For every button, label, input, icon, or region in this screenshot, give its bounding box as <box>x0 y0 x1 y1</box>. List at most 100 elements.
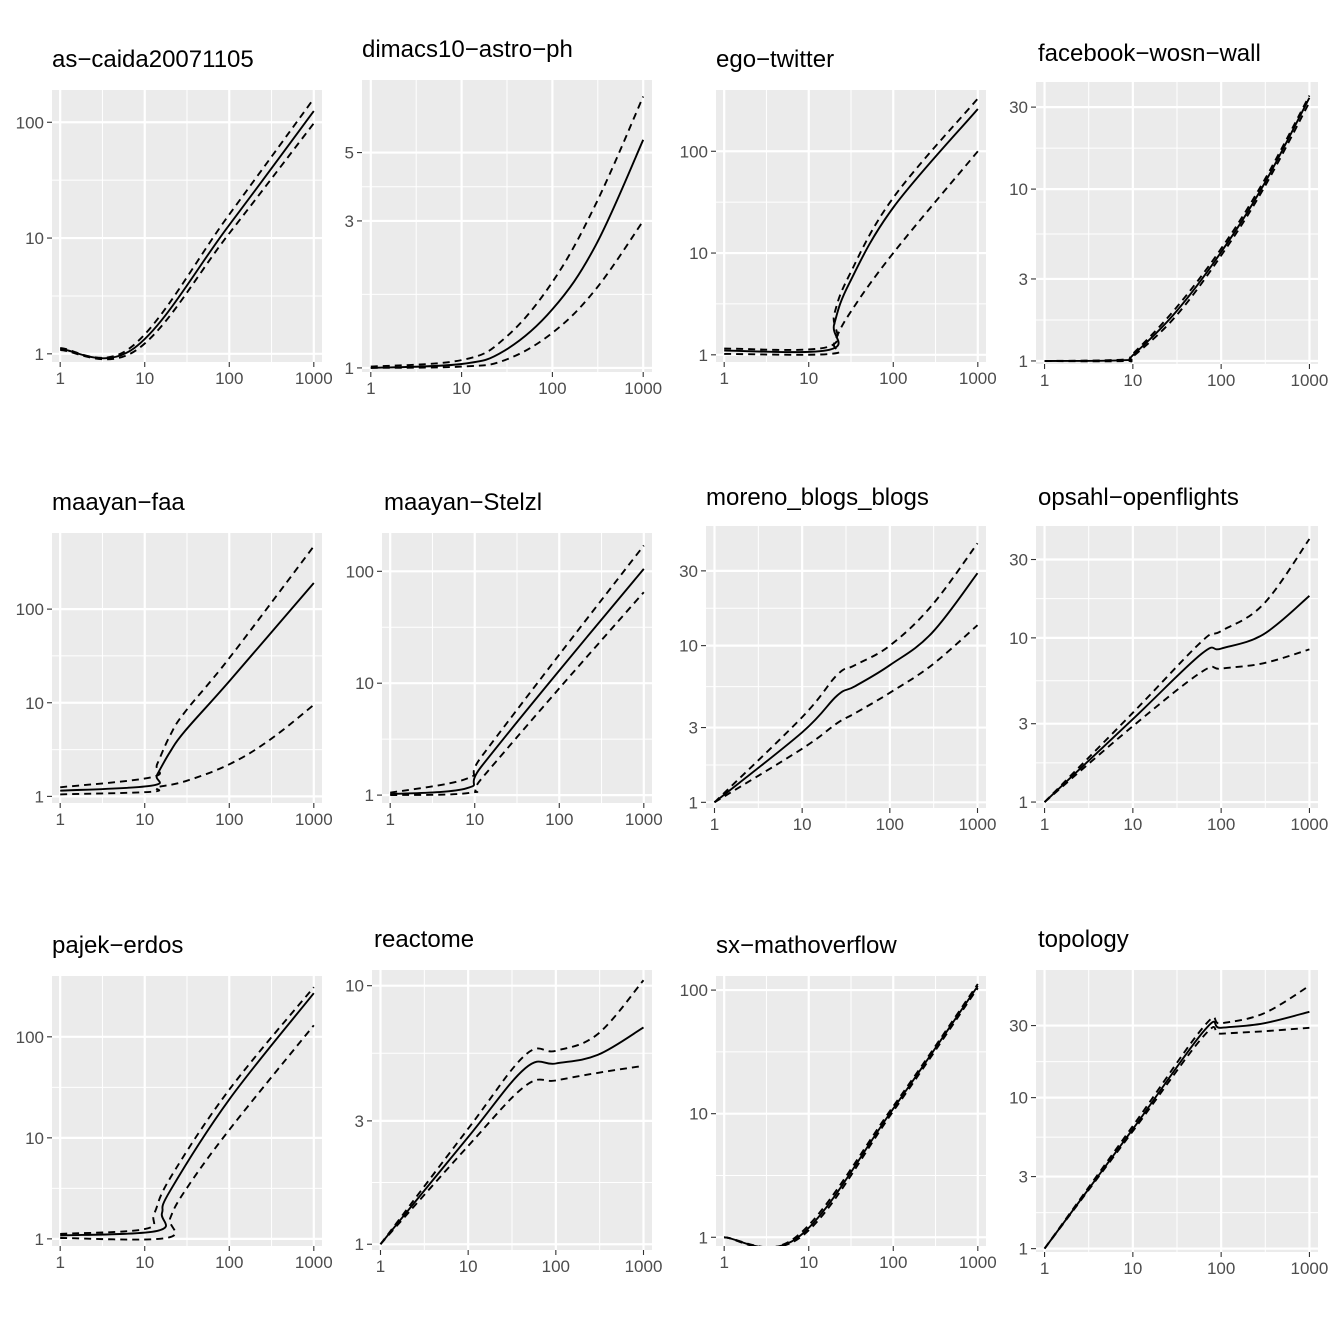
series-line-upper <box>370 96 645 368</box>
series-line-upper <box>390 544 645 794</box>
y-tick-label: 1 <box>699 346 708 365</box>
series-line-upper <box>1043 984 1310 1250</box>
y-tick-label: 5 <box>345 144 354 163</box>
series-line-lower <box>60 1024 315 1241</box>
series-line-upper <box>1044 95 1311 362</box>
x-tick-label: 100 <box>545 810 573 829</box>
y-tick-label: 30 <box>679 562 698 581</box>
x-tick-label: 1 <box>376 1257 385 1276</box>
series-line-upper <box>60 986 315 1235</box>
series-line-estimate <box>724 985 979 1246</box>
x-tick-label: 100 <box>879 1253 907 1272</box>
y-tick-label: 100 <box>16 1028 44 1047</box>
x-tick-label: 100 <box>1207 815 1235 834</box>
panel-title: pajek−erdos <box>52 932 184 959</box>
y-tick-label: 30 <box>1009 1017 1028 1036</box>
y-tick-label: 10 <box>1009 629 1028 648</box>
series-line-upper <box>1043 538 1311 803</box>
x-tick-label: 10 <box>1123 815 1142 834</box>
x-tick-label: 10 <box>1123 371 1142 390</box>
panel-title: facebook−wosn−wall <box>1038 40 1261 67</box>
y-tick-label: 100 <box>680 981 708 1000</box>
x-tick-label: 100 <box>215 810 243 829</box>
panel-title: maayan−Stelzl <box>384 489 543 516</box>
x-tick-label: 100 <box>1207 1259 1235 1278</box>
y-tick-label: 1 <box>365 786 374 805</box>
x-tick-label: 1000 <box>625 1257 663 1276</box>
series-line-estimate <box>60 582 315 792</box>
y-tick-label: 1 <box>355 1235 364 1254</box>
x-tick-label: 1 <box>385 810 394 829</box>
plot-background <box>1036 970 1318 1252</box>
y-tick-label: 3 <box>689 719 698 738</box>
series-line-lower <box>724 150 979 356</box>
y-tick-label: 3 <box>345 212 354 231</box>
panel-title: as−caida20071105 <box>52 46 254 73</box>
x-tick-label: 100 <box>215 369 243 388</box>
x-tick-label: 10 <box>135 1253 154 1272</box>
x-tick-label: 1 <box>719 369 728 388</box>
series-line-upper <box>713 542 979 803</box>
plot-background <box>716 90 986 362</box>
series-line-lower <box>724 987 979 1246</box>
panel-title: sx−mathoverflow <box>716 932 897 959</box>
y-tick-label: 10 <box>25 229 44 248</box>
x-tick-label: 1 <box>1040 1259 1049 1278</box>
series-line-estimate <box>1043 595 1311 803</box>
series-line-estimate <box>1043 1010 1310 1250</box>
series-line-upper <box>60 98 315 359</box>
x-tick-label: 1000 <box>295 810 333 829</box>
x-tick-label: 10 <box>799 1253 818 1272</box>
series-line-estimate <box>713 572 979 804</box>
series-line-estimate <box>390 568 645 796</box>
series-line-lower <box>60 122 315 361</box>
x-tick-label: 1000 <box>624 379 662 398</box>
plot-background <box>1036 82 1318 364</box>
series-line-lower <box>1043 648 1310 803</box>
x-tick-label: 10 <box>135 810 154 829</box>
y-tick-label: 100 <box>346 562 374 581</box>
y-tick-label: 30 <box>1009 551 1028 570</box>
series-line-upper <box>724 983 979 1246</box>
series-line-estimate <box>60 992 315 1237</box>
series-line-estimate <box>379 1026 644 1245</box>
series-line-lower <box>370 220 644 369</box>
y-tick-label: 10 <box>25 1129 44 1148</box>
series-line-upper <box>724 97 979 351</box>
x-tick-label: 1000 <box>959 369 997 388</box>
x-tick-label: 1 <box>1040 815 1049 834</box>
y-tick-label: 1 <box>1019 352 1028 371</box>
plot-background <box>362 80 652 372</box>
x-tick-label: 1 <box>55 1253 64 1272</box>
plot-background <box>372 970 652 1250</box>
x-tick-label: 10 <box>1123 1259 1142 1278</box>
x-tick-label: 1000 <box>625 810 663 829</box>
x-tick-label: 1 <box>55 369 64 388</box>
panel-title: opsahl−openflights <box>1038 484 1239 511</box>
x-tick-label: 100 <box>542 1257 570 1276</box>
plot-background <box>716 976 986 1246</box>
x-tick-label: 1000 <box>1291 1259 1329 1278</box>
x-tick-label: 1 <box>710 815 719 834</box>
panel-title: reactome <box>374 926 475 953</box>
series-line-upper <box>60 545 315 789</box>
x-tick-label: 1000 <box>959 815 997 834</box>
plot-background <box>1036 526 1318 808</box>
y-tick-label: 1 <box>1019 793 1028 812</box>
plot-background <box>706 526 986 808</box>
y-tick-label: 100 <box>16 600 44 619</box>
y-tick-label: 10 <box>355 674 374 693</box>
panel-title: ego−twitter <box>716 46 835 73</box>
panel-title: dimacs10−astro−ph <box>362 36 573 63</box>
y-tick-label: 10 <box>689 1105 708 1124</box>
series-line-estimate <box>1044 97 1311 362</box>
y-tick-label: 10 <box>679 637 698 656</box>
plot-background <box>382 533 652 803</box>
plot-background <box>52 90 322 362</box>
y-tick-label: 1 <box>345 359 354 378</box>
